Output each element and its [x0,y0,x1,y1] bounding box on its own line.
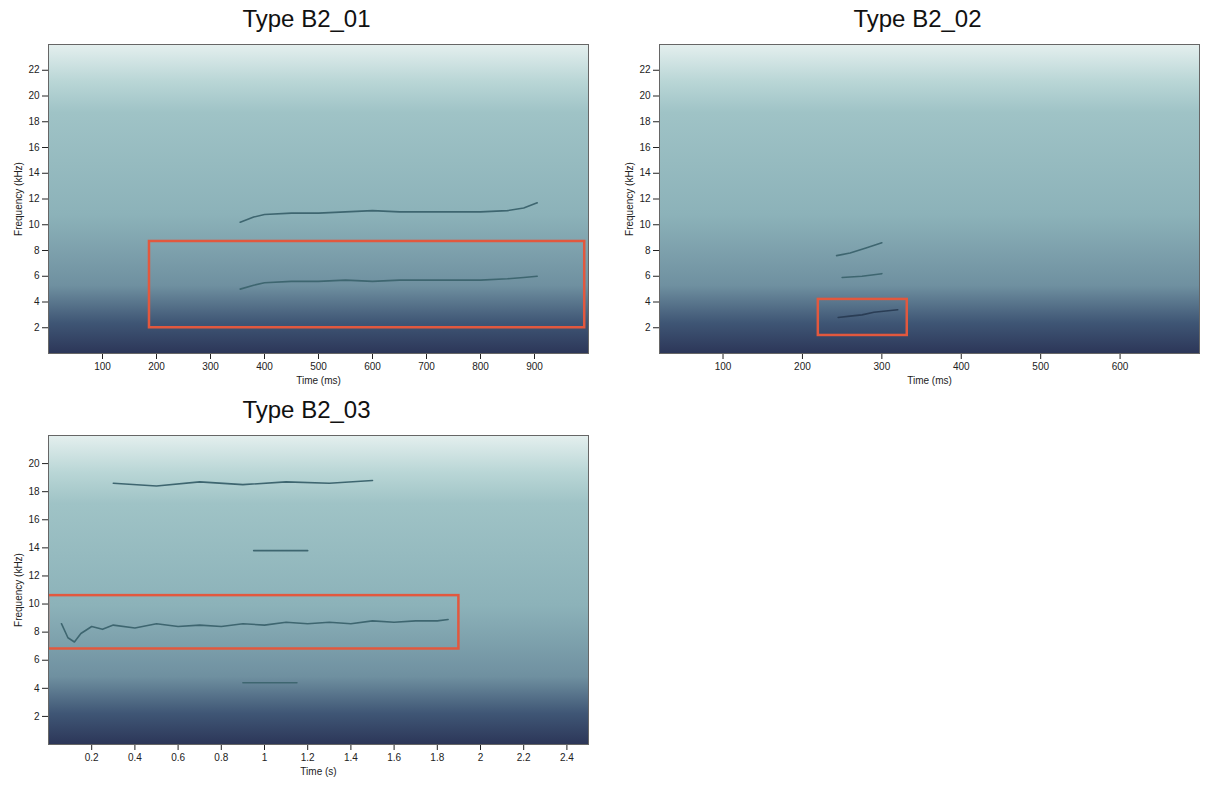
svg-text:22: 22 [639,64,651,75]
html-text:Type B2_03: Type B2_03 [242,396,371,423]
svg-text:1.8: 1.8 [430,752,444,763]
svg-text:14: 14 [639,167,651,178]
svg-text:2.4: 2.4 [560,752,574,763]
svg-text:10: 10 [639,219,651,230]
svg-text:700: 700 [418,361,435,372]
svg-text:18: 18 [28,116,40,127]
svg-text:14: 14 [28,167,40,178]
svg-text:4: 4 [34,296,40,307]
svg-text:Frequency (kHz): Frequency (kHz) [13,162,24,236]
svg-text:6: 6 [645,270,651,281]
svg-text:10: 10 [28,219,40,230]
svg-text:Time (s): Time (s) [300,766,336,777]
svg-text:900: 900 [526,361,543,372]
svg-text:20: 20 [28,90,40,101]
svg-text:600: 600 [1112,361,1129,372]
html-text:Type B2_01: Type B2_01 [242,5,371,32]
svg-text:8: 8 [34,626,40,637]
svg-text:6: 6 [34,270,40,281]
svg-text:200: 200 [794,361,811,372]
svg-text:18: 18 [28,486,40,497]
svg-text:20: 20 [639,90,651,101]
svg-text:20: 20 [28,458,40,469]
svg-text:16: 16 [28,514,40,525]
svg-text:8: 8 [645,245,651,256]
svg-text:2: 2 [645,322,651,333]
svg-text:18: 18 [639,116,651,127]
svg-text:300: 300 [874,361,891,372]
svg-text:14: 14 [28,542,40,553]
svg-text:2: 2 [34,322,40,333]
svg-text:100: 100 [715,361,732,372]
svg-text:400: 400 [256,361,273,372]
svg-text:300: 300 [202,361,219,372]
svg-text:2: 2 [34,711,40,722]
svg-text:12: 12 [639,193,651,204]
svg-text:0.8: 0.8 [214,752,228,763]
svg-text:100: 100 [94,361,111,372]
svg-text:200: 200 [148,361,165,372]
svg-text:1.2: 1.2 [301,752,315,763]
svg-text:2: 2 [478,752,484,763]
svg-text:4: 4 [645,296,651,307]
svg-text:16: 16 [28,142,40,153]
svg-text:0.2: 0.2 [85,752,99,763]
svg-text:4: 4 [34,683,40,694]
svg-text:600: 600 [364,361,381,372]
svg-text:500: 500 [1032,361,1049,372]
svg-text:Time (ms): Time (ms) [907,375,952,386]
html-text:Type B2_02: Type B2_02 [853,5,982,32]
svg-text:Frequency (kHz): Frequency (kHz) [624,162,635,236]
svg-text:0.6: 0.6 [171,752,185,763]
svg-text:6: 6 [34,654,40,665]
svg-text:800: 800 [472,361,489,372]
svg-text:2.2: 2.2 [517,752,531,763]
svg-text:Frequency (kHz): Frequency (kHz) [13,553,24,627]
svg-text:16: 16 [639,142,651,153]
svg-text:1.6: 1.6 [387,752,401,763]
svg-text:8: 8 [34,245,40,256]
svg-text:1.4: 1.4 [344,752,358,763]
svg-text:0.4: 0.4 [128,752,142,763]
svg-text:10: 10 [28,598,40,609]
svg-text:1: 1 [262,752,268,763]
svg-text:22: 22 [28,64,40,75]
svg-text:500: 500 [310,361,327,372]
svg-text:Time (ms): Time (ms) [296,375,341,386]
svg-text:12: 12 [28,193,40,204]
svg-text:400: 400 [953,361,970,372]
svg-text:12: 12 [28,570,40,581]
